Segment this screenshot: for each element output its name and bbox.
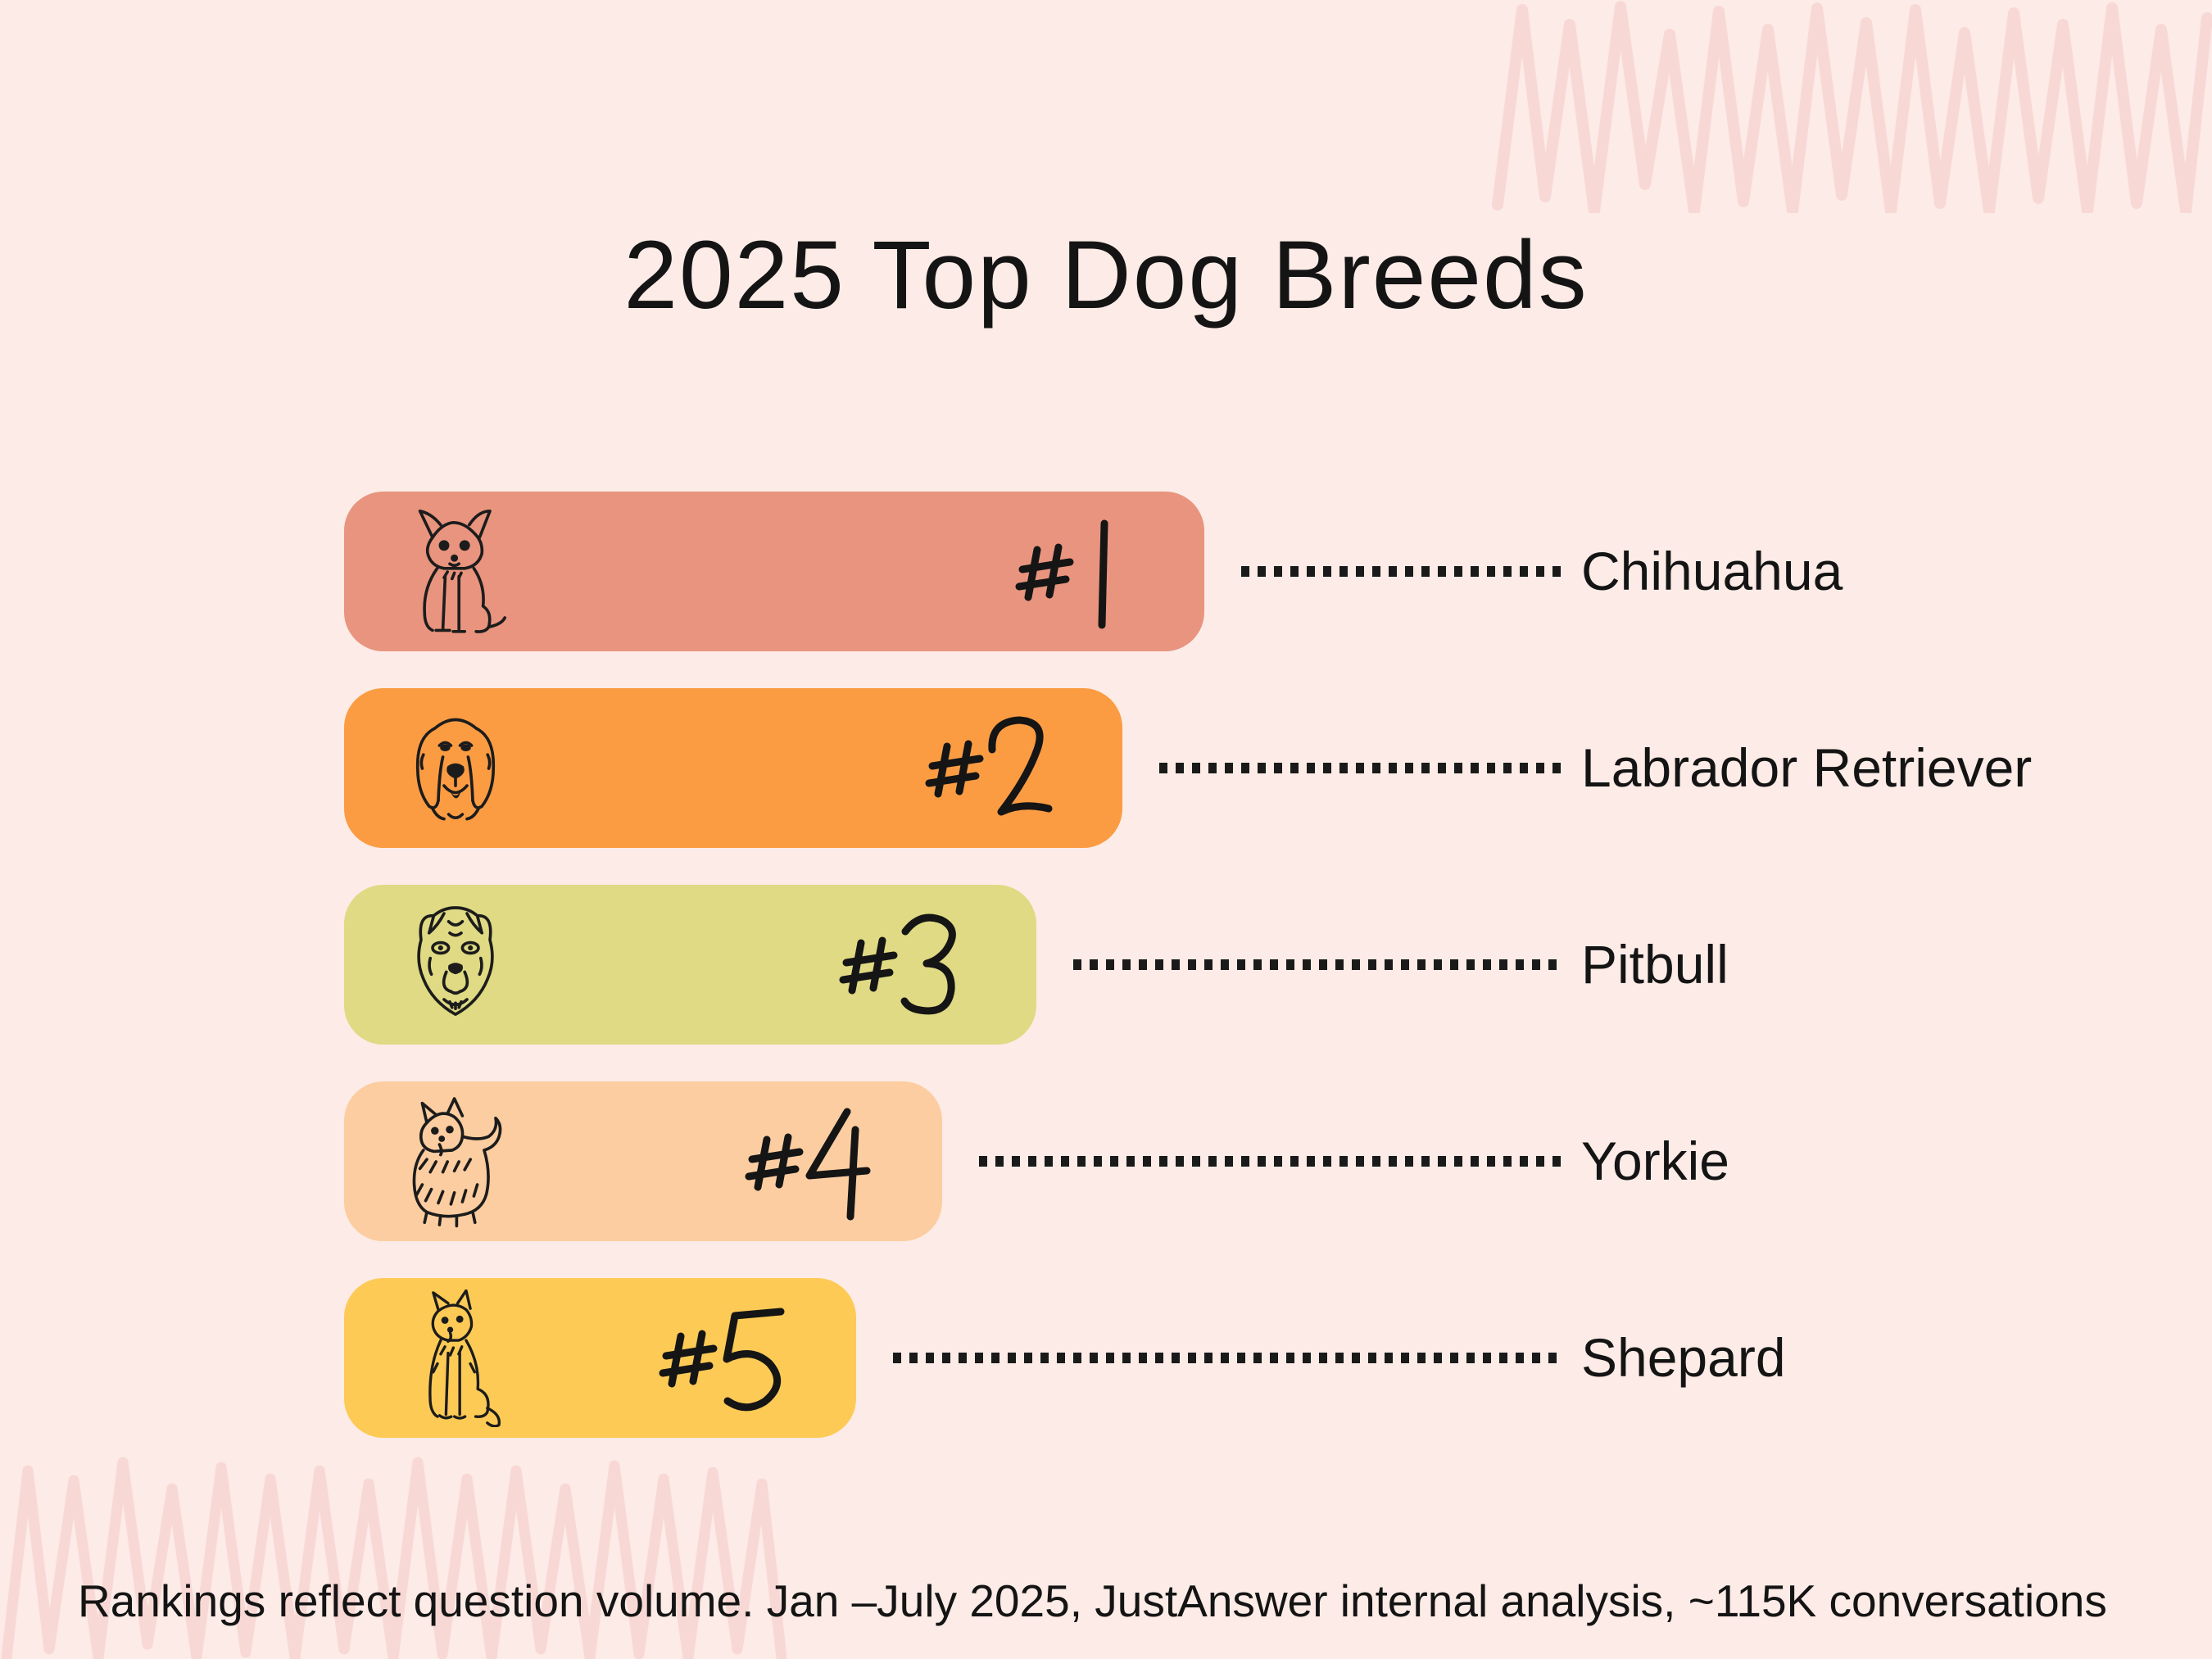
yorkie-illustration bbox=[387, 1093, 524, 1231]
pitbull-illustration bbox=[387, 896, 524, 1034]
breed-label-3: Pitbull bbox=[1581, 934, 1729, 995]
rank-5-hand-drawn-number bbox=[641, 1296, 805, 1421]
leader-dots-3 bbox=[1073, 959, 1561, 970]
rank-1-hand-drawn-number bbox=[990, 510, 1154, 634]
rank-2-hand-drawn-number bbox=[908, 706, 1072, 831]
rank-2-bar bbox=[344, 688, 1122, 848]
leader-dots-4 bbox=[979, 1156, 1561, 1167]
leader-dots-5 bbox=[893, 1353, 1561, 1363]
ranking-row-2: Labrador Retriever bbox=[0, 688, 2212, 848]
breed-label-1: Chihuahua bbox=[1581, 541, 1843, 602]
rank-4-bar bbox=[344, 1081, 942, 1241]
scribble-decoration-bottom-left bbox=[1, 1457, 786, 1659]
rank-4-hand-drawn-number bbox=[728, 1099, 891, 1224]
breed-label-2: Labrador Retriever bbox=[1581, 737, 2033, 799]
rank-1-bar bbox=[344, 492, 1204, 651]
rank-5-bar bbox=[344, 1278, 856, 1438]
scribble-decoration-top-right bbox=[1492, 1, 2212, 213]
footnote-caption: Rankings reflect question volume. Jan –J… bbox=[78, 1575, 2107, 1626]
breed-label-4: Yorkie bbox=[1581, 1131, 1730, 1192]
chihuahua-illustration bbox=[387, 503, 524, 641]
ranking-row-4: Yorkie bbox=[0, 1081, 2212, 1241]
ranking-row-3: Pitbull bbox=[0, 885, 2212, 1045]
leader-dots-1 bbox=[1241, 566, 1561, 577]
labrador-illustration bbox=[387, 700, 524, 837]
breed-label-5: Shepard bbox=[1581, 1327, 1786, 1389]
rank-3-hand-drawn-number bbox=[822, 903, 986, 1027]
ranking-row-5: Shepard bbox=[0, 1278, 2212, 1438]
rank-3-bar bbox=[344, 885, 1036, 1045]
shepherd-illustration bbox=[387, 1289, 524, 1428]
leader-dots-2 bbox=[1159, 763, 1561, 773]
ranking-row-1: Chihuahua bbox=[0, 492, 2212, 651]
page-title: 2025 Top Dog Breeds bbox=[623, 221, 1589, 329]
